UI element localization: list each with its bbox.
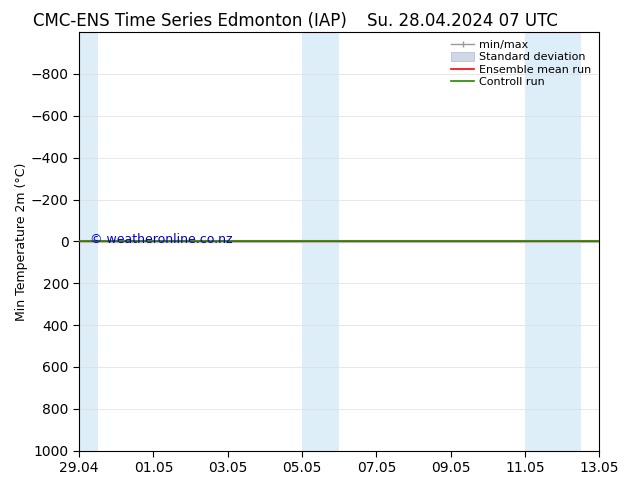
Legend: min/max, Standard deviation, Ensemble mean run, Controll run: min/max, Standard deviation, Ensemble me…: [450, 38, 593, 89]
Bar: [79, 32, 98, 451]
Bar: [302, 32, 339, 451]
Text: © weatheronline.co.nz: © weatheronline.co.nz: [89, 233, 232, 246]
Text: CMC-ENS Time Series Edmonton (IAP): CMC-ENS Time Series Edmonton (IAP): [33, 12, 347, 30]
Bar: [525, 32, 581, 451]
Text: Su. 28.04.2024 07 UTC: Su. 28.04.2024 07 UTC: [367, 12, 559, 30]
Y-axis label: Min Temperature 2m (°C): Min Temperature 2m (°C): [15, 162, 28, 320]
